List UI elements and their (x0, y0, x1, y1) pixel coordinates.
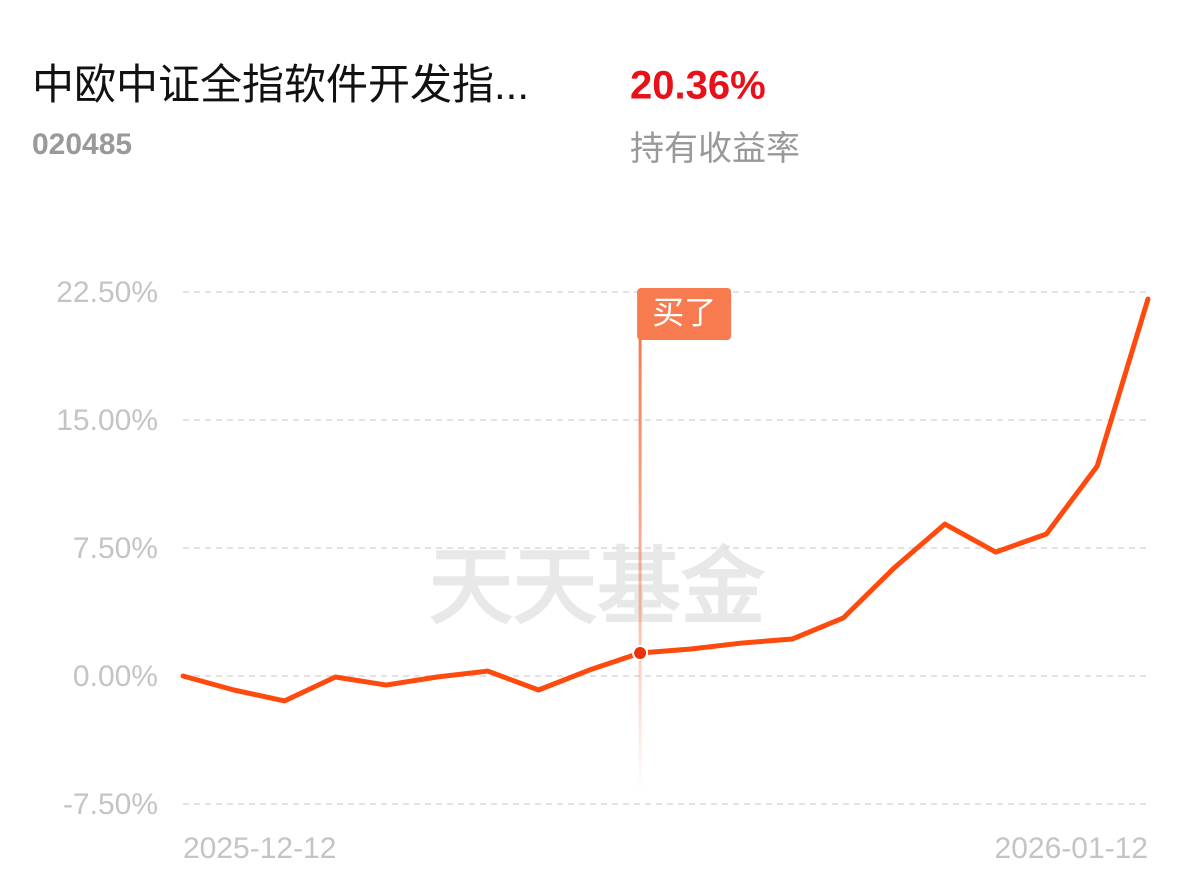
y-tick-label: 22.50% (56, 276, 158, 309)
y-tick-label: -7.50% (63, 788, 158, 821)
series-line (180, 296, 1151, 704)
y-tick-label: 0.00% (73, 660, 158, 693)
buy-tag-label: 买了 (652, 294, 716, 330)
buy-point (632, 644, 649, 661)
return-value: 20.36% (630, 64, 766, 108)
fund-code: 020485 (32, 128, 132, 161)
watermark: 天天基金 (429, 540, 766, 634)
buy-line (638, 338, 642, 793)
y-tick-label: 7.50% (73, 532, 158, 565)
buy-tag (637, 288, 732, 340)
return-label: 持有收益率 (630, 130, 800, 168)
x-tick-label: 2026-01-12 (995, 832, 1148, 865)
fund-title: 中欧中证全指软件开发指... (32, 61, 529, 108)
y-tick-label: 15.00% (56, 404, 158, 437)
x-tick-label: 2025-12-12 (183, 832, 336, 865)
